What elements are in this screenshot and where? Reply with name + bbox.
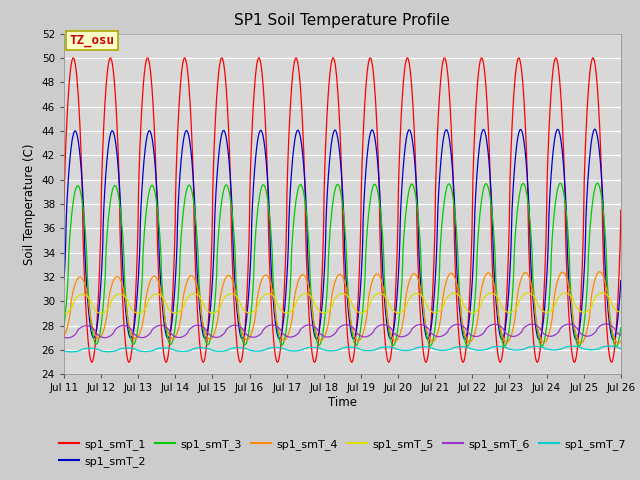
sp1_smT_7 — [298, 347, 306, 353]
sp1_smT_6 — [606, 322, 614, 328]
sp1_smT_4 — [60, 333, 68, 339]
sp1_smT_4 — [617, 338, 625, 344]
sp1_smT_6 — [60, 334, 68, 340]
sp1_smT_5 — [60, 311, 68, 316]
sp1_smT_5 — [157, 292, 164, 298]
X-axis label: Time: Time — [328, 396, 357, 409]
sp1_smT_2 — [274, 332, 282, 338]
sp1_smT_6 — [124, 324, 132, 329]
sp1_smT_7 — [606, 343, 614, 349]
sp1_smT_6 — [617, 332, 625, 338]
Line: sp1_smT_3: sp1_smT_3 — [64, 183, 621, 347]
sp1_smT_6 — [298, 325, 306, 331]
sp1_smT_7 — [124, 345, 132, 351]
sp1_smT_1 — [298, 107, 306, 113]
sp1_smT_6 — [274, 324, 282, 330]
sp1_smT_1 — [70, 55, 77, 61]
sp1_smT_2 — [157, 278, 164, 284]
sp1_smT_7 — [274, 345, 282, 350]
sp1_smT_7 — [60, 348, 68, 354]
sp1_smT_1 — [157, 316, 164, 322]
sp1_smT_3 — [593, 180, 601, 186]
sp1_smT_2 — [617, 278, 625, 284]
Y-axis label: Soil Temperature (C): Soil Temperature (C) — [23, 143, 36, 265]
Text: TZ_osu: TZ_osu — [70, 34, 115, 47]
sp1_smT_1 — [60, 207, 68, 213]
sp1_smT_5 — [298, 292, 305, 298]
Line: sp1_smT_6: sp1_smT_6 — [64, 324, 621, 338]
sp1_smT_3 — [60, 323, 68, 328]
sp1_smT_7 — [546, 347, 554, 353]
sp1_smT_6 — [64, 335, 72, 341]
sp1_smT_3 — [546, 288, 554, 293]
sp1_smT_2 — [591, 126, 598, 132]
sp1_smT_7 — [617, 346, 625, 351]
sp1_smT_4 — [274, 323, 282, 328]
Line: sp1_smT_5: sp1_smT_5 — [64, 293, 621, 313]
sp1_smT_3 — [612, 344, 620, 349]
sp1_smT_5 — [124, 297, 131, 303]
sp1_smT_1 — [617, 207, 625, 213]
Line: sp1_smT_1: sp1_smT_1 — [64, 58, 621, 362]
sp1_smT_5 — [606, 296, 614, 302]
sp1_smT_4 — [596, 269, 604, 275]
sp1_smT_6 — [602, 321, 610, 327]
sp1_smT_7 — [606, 343, 614, 349]
sp1_smT_5 — [617, 310, 625, 315]
sp1_smT_4 — [157, 286, 164, 292]
sp1_smT_2 — [124, 324, 131, 330]
sp1_smT_2 — [606, 325, 614, 331]
sp1_smT_3 — [617, 325, 625, 331]
sp1_smT_5 — [274, 301, 282, 307]
sp1_smT_3 — [606, 315, 614, 321]
sp1_smT_1 — [607, 360, 615, 365]
sp1_smT_7 — [157, 345, 164, 351]
sp1_smT_5 — [598, 290, 606, 296]
Title: SP1 Soil Temperature Profile: SP1 Soil Temperature Profile — [234, 13, 451, 28]
sp1_smT_4 — [606, 316, 614, 322]
Line: sp1_smT_4: sp1_smT_4 — [64, 272, 621, 343]
sp1_smT_2 — [609, 337, 617, 343]
sp1_smT_1 — [546, 106, 554, 112]
Legend: sp1_smT_1, sp1_smT_2, sp1_smT_3, sp1_smT_4, sp1_smT_5, sp1_smT_6, sp1_smT_7: sp1_smT_1, sp1_smT_2, sp1_smT_3, sp1_smT… — [55, 435, 630, 471]
Line: sp1_smT_7: sp1_smT_7 — [64, 346, 621, 352]
sp1_smT_3 — [298, 183, 305, 189]
sp1_smT_4 — [614, 340, 622, 346]
sp1_smT_5 — [546, 309, 554, 314]
sp1_smT_2 — [60, 277, 68, 283]
sp1_smT_2 — [546, 192, 554, 198]
sp1_smT_1 — [274, 359, 282, 365]
sp1_smT_6 — [157, 323, 164, 328]
sp1_smT_4 — [298, 272, 305, 278]
sp1_smT_1 — [606, 356, 614, 362]
sp1_smT_4 — [124, 314, 131, 320]
sp1_smT_4 — [546, 327, 554, 333]
Line: sp1_smT_2: sp1_smT_2 — [64, 129, 621, 340]
sp1_smT_3 — [274, 327, 282, 333]
sp1_smT_3 — [157, 244, 164, 250]
sp1_smT_6 — [546, 334, 554, 339]
sp1_smT_2 — [298, 142, 305, 148]
sp1_smT_1 — [124, 357, 132, 362]
sp1_smT_7 — [67, 349, 75, 355]
sp1_smT_3 — [124, 313, 131, 319]
